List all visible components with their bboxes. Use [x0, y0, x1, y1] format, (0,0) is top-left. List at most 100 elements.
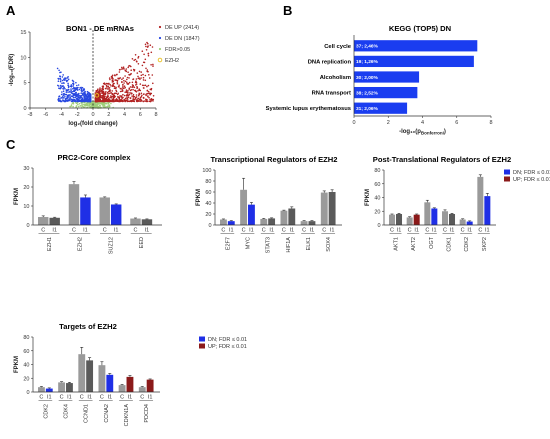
targets-bar	[78, 354, 86, 392]
volcano-point-up	[137, 55, 140, 58]
volcano-point-dn	[72, 99, 75, 101]
volcano-point-up	[138, 95, 140, 97]
volcano-point-up	[120, 99, 122, 102]
volcano-point-up	[149, 44, 152, 46]
transcriptional-group-label: STAT3	[266, 237, 272, 253]
volcano-point-up	[117, 99, 119, 101]
volcano-point-up	[131, 95, 133, 97]
volcano-point-ns	[85, 104, 87, 107]
transcriptional-group-label: HIF1A	[286, 237, 292, 253]
volcano-point-up	[111, 90, 113, 92]
volcano-point-ns	[99, 102, 102, 105]
volcano-point-up	[108, 88, 110, 90]
volcano-point-up	[106, 86, 108, 88]
volcano-point-dn	[73, 86, 75, 89]
volcano-point-up	[132, 95, 135, 98]
volcano-point-dn	[62, 93, 64, 95]
volcano-point-up	[100, 99, 102, 102]
volcano-point-dn	[83, 98, 85, 100]
volcano-point-up	[141, 94, 143, 97]
volcano-point-dn	[62, 95, 64, 97]
volcano-point-up	[142, 79, 145, 81]
transcriptional-bar	[328, 192, 336, 225]
volcano-point-dn	[74, 96, 76, 99]
volcano-point-up	[144, 58, 147, 61]
volcano-point-up	[107, 93, 109, 95]
posttranslational-condition-label: C	[408, 228, 412, 234]
volcano-x-tick-label: 8	[154, 112, 157, 118]
volcano-point-up	[122, 67, 124, 70]
volcano-point-up	[146, 100, 148, 103]
volcano-point-up	[102, 97, 104, 100]
volcano-point-dn	[70, 84, 73, 86]
posttranslational-bar	[406, 217, 413, 225]
volcano-point-up	[110, 85, 112, 87]
transcriptional-group-label: MYC	[246, 237, 252, 249]
volcano-x-tick-label: -2	[75, 112, 80, 118]
posttranslational-legend-swatch	[504, 176, 510, 182]
prc2-group-label: SUZ12	[108, 237, 114, 254]
volcano-point-up	[95, 99, 97, 101]
volcano-point-up	[147, 90, 150, 93]
volcano-point-dn	[76, 98, 78, 101]
prc2-y-tick-label: 10	[23, 204, 29, 210]
prc2-title: PRC2-Core complex	[57, 153, 131, 162]
volcano-point-dn	[69, 90, 71, 93]
kegg-bar	[354, 71, 420, 83]
volcano-legend-marker	[157, 57, 163, 63]
volcano-point-dn	[83, 100, 85, 103]
volcano-point-dn	[81, 94, 83, 97]
volcano-point-up	[126, 94, 129, 97]
volcano-point-dn	[71, 100, 73, 102]
volcano-point-up	[105, 82, 108, 85]
volcano-point-dn	[78, 97, 81, 99]
volcano-title: BON1 - DE mRNAs	[66, 24, 134, 33]
volcano-point-up	[118, 71, 121, 73]
panel-label-b: B	[283, 3, 292, 18]
volcano-point-ns	[94, 105, 96, 108]
volcano-point-ns	[91, 103, 93, 106]
transcriptional-bar	[268, 218, 276, 225]
volcano-point-dn	[66, 79, 69, 82]
volcano-point-up	[139, 96, 142, 99]
volcano-point-dn	[65, 89, 68, 91]
posttranslational-condition-label: I1	[450, 228, 455, 234]
volcano-point-up	[137, 90, 139, 92]
posttranslational-bar	[466, 221, 473, 225]
volcano-point-dn	[76, 84, 78, 87]
prc2-condition-label: C	[103, 228, 107, 234]
volcano-point-up	[152, 98, 155, 101]
transcriptional-group-label: ELK1	[306, 237, 312, 250]
volcano-point-up	[137, 57, 139, 59]
volcano-point-up	[133, 100, 136, 103]
volcano-point-up	[126, 82, 128, 85]
transcriptional-condition-label: I1	[269, 228, 274, 234]
volcano-point-up	[115, 87, 117, 90]
volcano-x-tick-label: 0	[91, 112, 94, 118]
kegg-x-tick-label: 8	[489, 120, 492, 126]
kegg-bar-label: 30; 2,00%	[356, 75, 379, 81]
volcano-legend-label: EZH2	[165, 58, 179, 64]
volcano-point-dn	[74, 89, 76, 91]
volcano-point-up	[97, 98, 99, 101]
volcano-point-up	[141, 84, 144, 87]
volcano-point-dn	[60, 97, 62, 99]
volcano-point-dn	[66, 97, 68, 100]
volcano-point-dn	[89, 94, 92, 97]
volcano-point-up	[116, 73, 118, 76]
prc2-bar	[110, 204, 122, 225]
volcano-point-up	[123, 82, 125, 84]
volcano-point-up	[112, 84, 114, 86]
targets-condition-label: C	[39, 395, 43, 401]
volcano-point-dn	[70, 91, 72, 93]
volcano-point-up	[148, 92, 150, 95]
volcano-point-up	[122, 77, 124, 79]
volcano-point-up	[147, 52, 150, 55]
volcano-point-dn	[64, 87, 66, 90]
volcano-point-dn	[86, 93, 89, 95]
prc2-condition-label: I1	[52, 228, 57, 234]
volcano-point-up	[135, 80, 137, 82]
volcano-point-up	[128, 92, 130, 94]
volcano-point-up	[137, 63, 140, 65]
